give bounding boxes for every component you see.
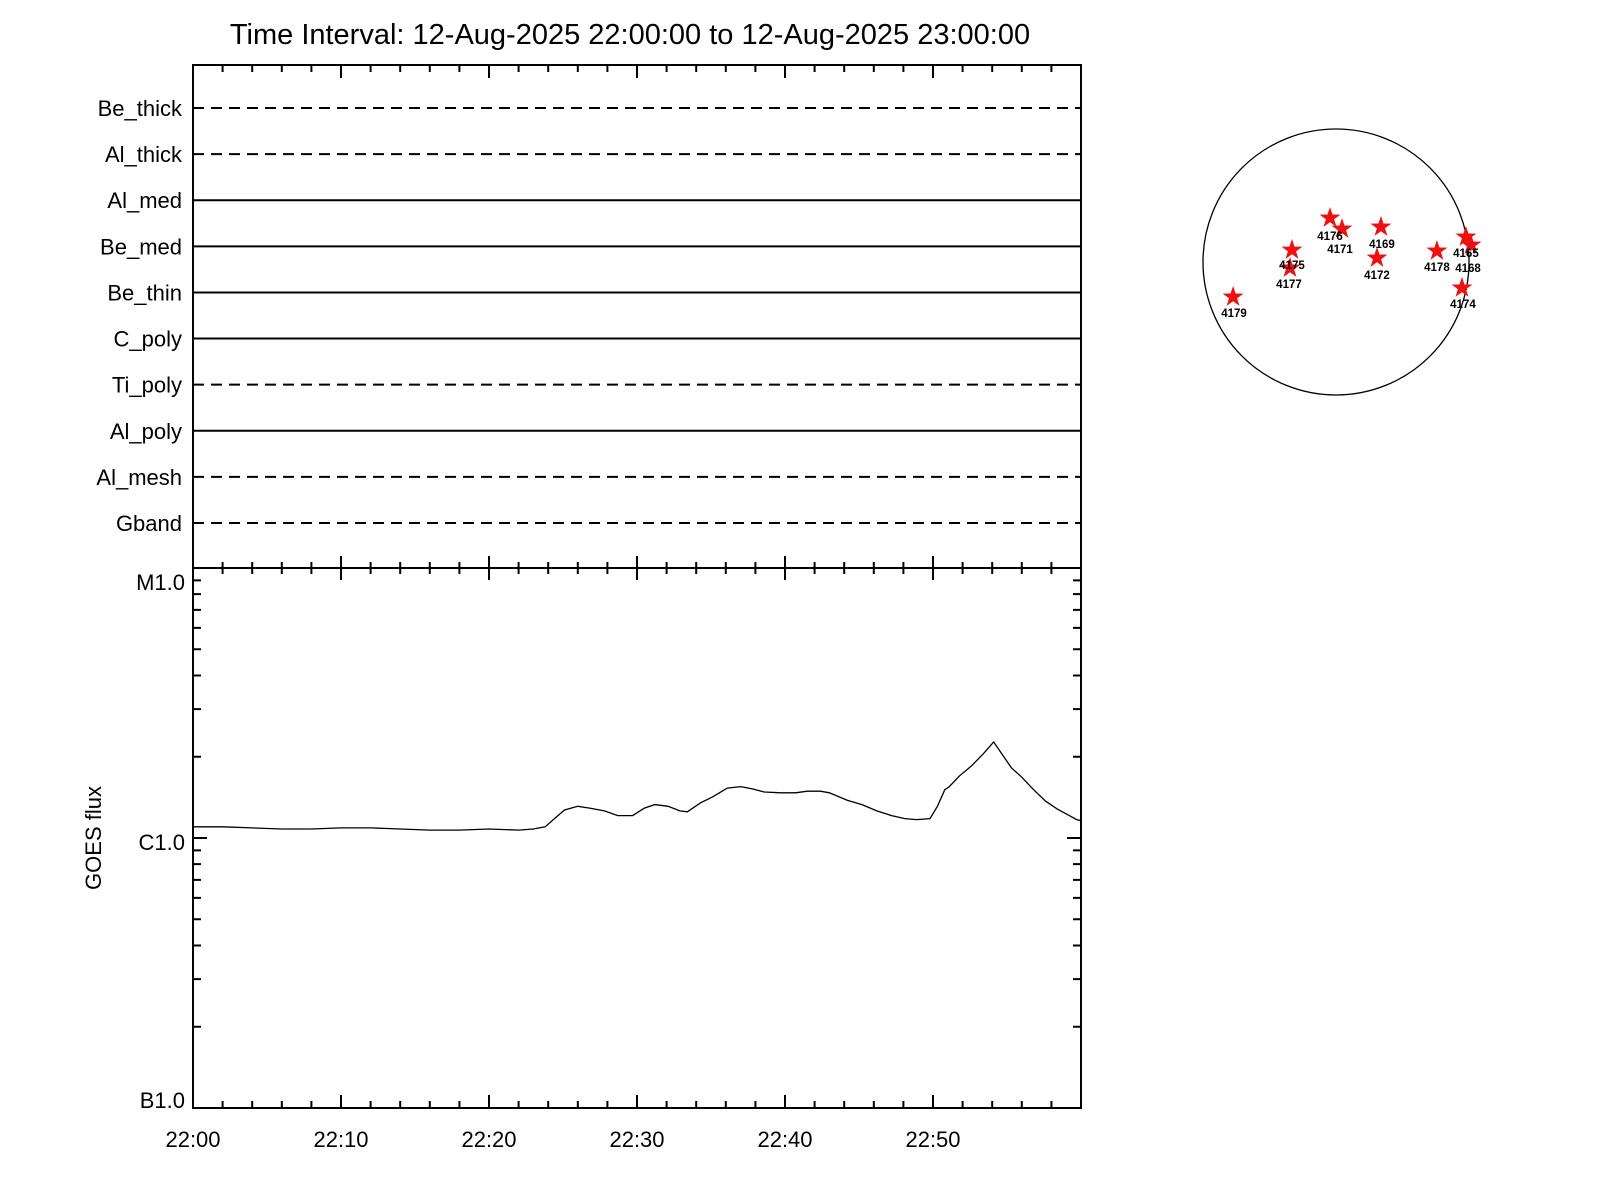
goes-x-tick-label-22:20: 22:20 (461, 1127, 516, 1152)
filter-label-Ti_poly: Ti_poly (112, 373, 182, 398)
active-region-label-4177: 4177 (1276, 279, 1302, 291)
generated-plot-content: Be_thick Al_thick Al_med Be_med Be_thin C_pol… (96, 64, 1482, 1152)
goes-y-tick-label-C1.0: C1.0 (139, 830, 185, 855)
filter-label-Be_thin: Be_thin (107, 280, 182, 305)
goes-y-axis-ticks (193, 567, 1081, 1109)
filter-label-Al_thick: Al_thick (105, 142, 183, 167)
active-region-star-4169 (1370, 216, 1392, 236)
goes-y-axis-title: GOES flux (81, 786, 106, 890)
plot-title: Time Interval: 12-Aug-2025 22:00:00 to 1… (230, 19, 1030, 51)
filter-label-Al_poly: Al_poly (110, 419, 182, 444)
goes-x-tick-label-22:10: 22:10 (313, 1127, 368, 1152)
goes-flux-curve (193, 740, 1082, 831)
goes-y-tick-label-B1.0: B1.0 (140, 1088, 185, 1113)
goes-x-tick-label-22:50: 22:50 (905, 1127, 960, 1152)
active-region-label-4165: 4165 (1453, 248, 1479, 260)
active-region-label-4168: 4168 (1455, 263, 1481, 275)
active-region-star-4175 (1281, 239, 1303, 259)
active-region-label-4175: 4175 (1279, 260, 1305, 272)
filter-label-Al_mesh: Al_mesh (96, 465, 182, 490)
active-region-star-4174 (1451, 276, 1473, 297)
active-region-star-4176 (1319, 207, 1341, 227)
active-region-label-4179: 4179 (1221, 308, 1247, 320)
filter-panel-top-axis-ticks (192, 65, 1082, 78)
active-region-star-4178 (1426, 240, 1448, 260)
active-region-label-4169: 4169 (1369, 239, 1395, 251)
active-region-star-4165 (1455, 226, 1477, 246)
goes-panel-border (192, 567, 1082, 1109)
active-region-label-4171: 4171 (1327, 244, 1353, 256)
goes-x-tick-label-22:30: 22:30 (609, 1127, 664, 1152)
goes-x-tick-label-22:00: 22:00 (165, 1127, 220, 1152)
goes-y-tick-label-M1.0: M1.0 (136, 570, 185, 595)
active-region-star-4179 (1222, 286, 1244, 306)
filter-label-Be_thick: Be_thick (98, 96, 183, 121)
active-region-label-4172: 4172 (1364, 270, 1390, 282)
filter-panel-border (192, 64, 1082, 569)
filter-label-Al_med: Al_med (107, 188, 182, 213)
filter-label-Be_med: Be_med (100, 234, 182, 259)
active-region-label-4174: 4174 (1450, 299, 1476, 311)
active-region-label-4176: 4176 (1317, 231, 1343, 243)
active-region-star-4172 (1366, 247, 1388, 267)
goes-x-tick-label-22:40: 22:40 (757, 1127, 812, 1152)
active-region-label-4178: 4178 (1424, 262, 1450, 274)
filter-label-C_poly: C_poly (114, 327, 182, 352)
filter-label-Gband: Gband (116, 511, 182, 536)
goes-x-axis-ticks (192, 1095, 1082, 1108)
solar-disk-limb (1202, 128, 1470, 396)
active-region-star-4177 (1279, 257, 1301, 277)
active-region-star-4171 (1331, 218, 1353, 238)
